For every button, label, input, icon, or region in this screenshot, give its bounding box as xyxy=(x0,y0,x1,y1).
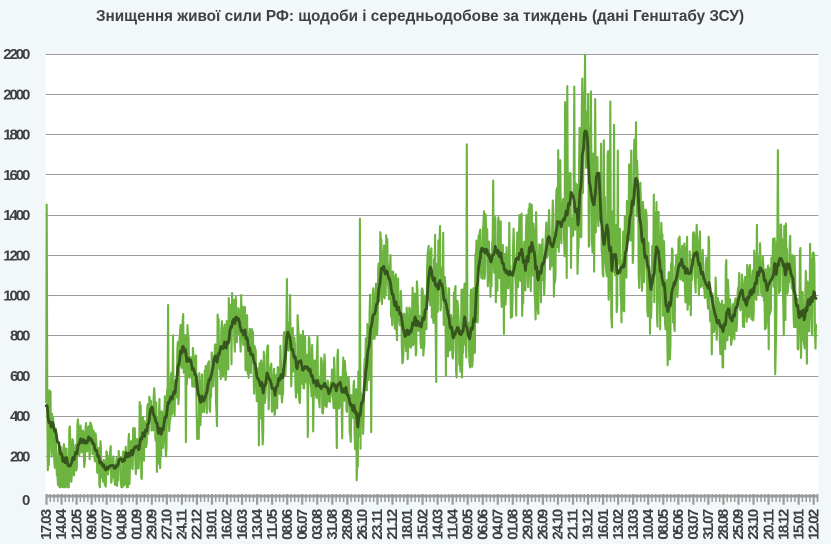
svg-text:600: 600 xyxy=(10,368,30,385)
svg-text:07.07: 07.07 xyxy=(98,509,115,540)
svg-text:04.08: 04.08 xyxy=(113,509,130,540)
svg-text:29.09: 29.09 xyxy=(144,509,161,540)
svg-text:14.04: 14.04 xyxy=(53,508,70,540)
svg-text:16.01: 16.01 xyxy=(595,509,612,540)
svg-text:08.05: 08.05 xyxy=(655,509,672,540)
svg-text:800: 800 xyxy=(10,328,30,345)
svg-text:12.05: 12.05 xyxy=(68,509,85,540)
svg-text:23.11: 23.11 xyxy=(369,509,386,540)
svg-text:23.10: 23.10 xyxy=(745,509,762,540)
svg-text:2000: 2000 xyxy=(3,86,30,103)
svg-text:01.09: 01.09 xyxy=(128,509,145,540)
svg-text:0: 0 xyxy=(22,492,30,509)
svg-text:16.02: 16.02 xyxy=(219,509,236,540)
svg-text:1200: 1200 xyxy=(3,247,30,264)
svg-text:21.11: 21.11 xyxy=(565,509,582,540)
svg-text:03.07: 03.07 xyxy=(685,509,702,540)
svg-text:09.05: 09.05 xyxy=(459,509,476,540)
svg-text:04.07: 04.07 xyxy=(489,509,506,540)
svg-text:31.08: 31.08 xyxy=(324,509,341,540)
svg-text:16.03: 16.03 xyxy=(234,509,251,540)
svg-text:06.06: 06.06 xyxy=(474,509,491,540)
svg-text:09.06: 09.06 xyxy=(83,509,100,540)
svg-text:15.01: 15.01 xyxy=(790,509,807,540)
svg-text:11.04: 11.04 xyxy=(444,508,461,540)
svg-text:01.08: 01.08 xyxy=(505,509,522,540)
svg-text:12.02: 12.02 xyxy=(805,509,822,540)
svg-text:1000: 1000 xyxy=(3,288,30,305)
svg-text:24.10: 24.10 xyxy=(550,509,567,540)
svg-text:24.11: 24.11 xyxy=(174,509,191,540)
svg-text:13.03: 13.03 xyxy=(625,509,642,540)
svg-text:2200: 2200 xyxy=(3,46,30,63)
svg-text:05.06: 05.06 xyxy=(670,509,687,540)
svg-text:19.12: 19.12 xyxy=(580,509,597,540)
svg-text:10.04: 10.04 xyxy=(640,508,657,540)
svg-text:400: 400 xyxy=(10,408,30,425)
svg-text:18.12: 18.12 xyxy=(775,509,792,540)
svg-text:1400: 1400 xyxy=(3,207,30,224)
svg-text:28.08: 28.08 xyxy=(715,509,732,540)
svg-text:19.01: 19.01 xyxy=(204,509,221,540)
svg-text:200: 200 xyxy=(10,448,30,465)
svg-text:03.08: 03.08 xyxy=(309,509,326,540)
svg-text:13.04: 13.04 xyxy=(249,508,266,540)
svg-text:11.05: 11.05 xyxy=(264,509,281,540)
svg-text:21.12: 21.12 xyxy=(384,509,401,540)
svg-text:06.07: 06.07 xyxy=(294,509,311,540)
svg-text:1800: 1800 xyxy=(3,127,30,144)
svg-text:28.09: 28.09 xyxy=(339,509,356,540)
svg-text:18.01: 18.01 xyxy=(399,509,416,540)
svg-text:Знищення живої сили РФ: щодоби: Знищення живої сили РФ: щодоби і середнь… xyxy=(96,8,744,25)
svg-text:15.02: 15.02 xyxy=(414,509,431,540)
svg-text:17.03: 17.03 xyxy=(38,509,55,540)
svg-text:26.10: 26.10 xyxy=(354,509,371,540)
svg-text:22.12: 22.12 xyxy=(189,509,206,540)
svg-text:13.02: 13.02 xyxy=(610,509,627,540)
svg-text:1600: 1600 xyxy=(3,167,30,184)
svg-text:14.03: 14.03 xyxy=(429,509,446,540)
svg-text:20.11: 20.11 xyxy=(760,509,777,540)
svg-text:25.09: 25.09 xyxy=(730,509,747,540)
svg-text:08.06: 08.06 xyxy=(279,509,296,540)
svg-text:31.07: 31.07 xyxy=(700,509,717,540)
svg-text:27.10: 27.10 xyxy=(159,509,176,540)
svg-text:29.08: 29.08 xyxy=(520,509,537,540)
svg-text:26.09: 26.09 xyxy=(535,509,552,540)
